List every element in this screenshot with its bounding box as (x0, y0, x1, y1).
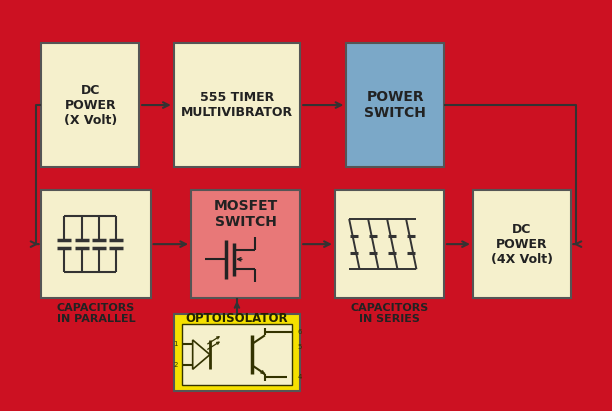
Bar (42, 190, 151, 298)
Text: 2: 2 (173, 363, 177, 368)
Bar (182, 324, 291, 385)
Text: 555 TIMER
MULTIVIBRATOR: 555 TIMER MULTIVIBRATOR (181, 91, 293, 119)
Bar (191, 190, 300, 298)
Bar (346, 43, 444, 167)
Bar (473, 190, 570, 298)
Bar (42, 43, 139, 167)
Bar (174, 43, 300, 167)
Bar (335, 190, 444, 298)
Text: MOSFET
SWITCH: MOSFET SWITCH (214, 199, 278, 229)
Text: 5: 5 (297, 344, 302, 350)
Text: 6: 6 (297, 329, 302, 335)
Bar (174, 314, 300, 391)
Text: CAPACITORS
IN SERIES: CAPACITORS IN SERIES (350, 303, 428, 324)
Text: 1: 1 (173, 341, 177, 347)
Text: DC
POWER
(X Volt): DC POWER (X Volt) (64, 83, 117, 127)
Text: OPTOISOLATOR: OPTOISOLATOR (185, 312, 288, 325)
Text: POWER
SWITCH: POWER SWITCH (364, 90, 426, 120)
Text: DC
POWER
(4X Volt): DC POWER (4X Volt) (491, 223, 553, 266)
Text: CAPACITORS
IN PARALLEL: CAPACITORS IN PARALLEL (57, 303, 135, 324)
Text: 4: 4 (297, 374, 302, 380)
